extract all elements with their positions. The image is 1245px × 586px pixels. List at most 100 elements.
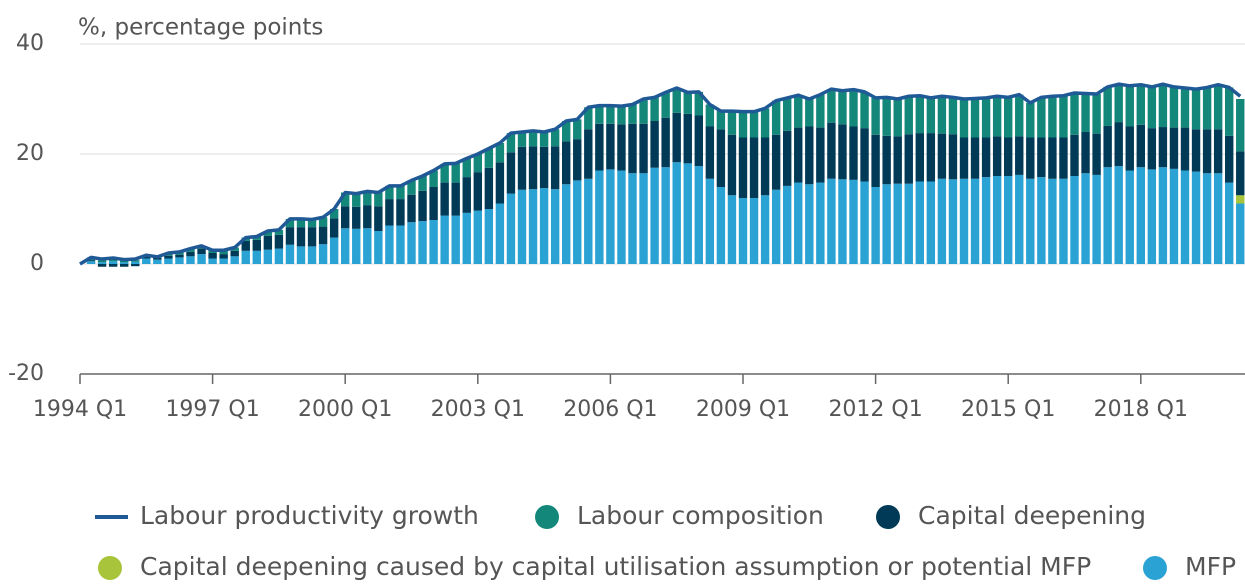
bar-segment <box>506 152 516 194</box>
bar-segment <box>738 137 748 198</box>
bar-segment <box>794 95 803 128</box>
bar-segment <box>296 218 306 228</box>
bar-segment <box>142 258 151 264</box>
bar-segment <box>429 187 438 220</box>
bar-segment <box>705 104 715 127</box>
bar-segment <box>418 190 427 222</box>
bar-segment <box>705 126 715 179</box>
bar-segment <box>274 234 284 249</box>
bar-segment <box>484 148 494 168</box>
legend-symbol <box>98 556 122 580</box>
bar-segment <box>131 264 140 267</box>
bar-segment <box>407 222 416 264</box>
bar-segment <box>683 113 692 164</box>
bar-segment <box>385 185 394 200</box>
bar-segment <box>860 91 869 129</box>
bar-segment <box>318 217 328 227</box>
bar-segment <box>208 253 217 259</box>
bar-segment <box>816 127 825 183</box>
bar-segment <box>1070 134 1079 176</box>
bar-segment <box>484 167 494 209</box>
bar-segment <box>517 132 527 147</box>
bar-segment <box>263 235 273 250</box>
bar-segment <box>208 258 217 264</box>
bar-segment <box>562 141 571 185</box>
bar-segment <box>473 210 482 264</box>
legend-label: Labour productivity growth <box>140 501 479 530</box>
bar-segment <box>429 170 438 187</box>
bar-segment <box>440 182 449 216</box>
bar-segment <box>849 89 858 127</box>
bar-segment <box>783 130 792 186</box>
bar-segment <box>1136 84 1145 125</box>
bar-segment <box>970 178 980 264</box>
bar-segment <box>639 99 648 124</box>
bar-segment <box>959 178 969 264</box>
bar-segment <box>263 231 273 236</box>
bar-segment <box>617 124 626 171</box>
x-tick-label: 1994 Q1 <box>33 397 127 422</box>
legend-label: Capital deepening caused by capital util… <box>140 552 1091 581</box>
bar-segment <box>285 227 295 245</box>
x-tick-label: 2003 Q1 <box>431 397 525 422</box>
bar-segment <box>904 183 913 264</box>
bar-segment <box>517 189 527 264</box>
bar-segment <box>628 104 637 124</box>
bar-segment <box>937 178 947 264</box>
bar-segment <box>374 231 383 264</box>
bar-segment <box>1147 169 1157 264</box>
bar-segment <box>805 126 814 185</box>
bar-segment <box>926 133 936 182</box>
bar-segment <box>860 181 869 264</box>
bar-segment <box>296 227 306 247</box>
bar-segment <box>893 136 902 184</box>
bar-segment <box>948 134 958 180</box>
bar-segment <box>694 91 703 116</box>
x-tick-label: 2018 Q1 <box>1094 397 1188 422</box>
bar-segment <box>451 182 460 216</box>
bar-segment <box>1048 96 1057 138</box>
bar-segment <box>451 215 460 264</box>
bar-segment <box>882 184 891 264</box>
bar-segment <box>120 262 129 264</box>
bar-segment <box>683 163 692 264</box>
bar-segment <box>495 162 505 204</box>
bar-segment <box>385 199 394 226</box>
bar-segment <box>838 124 847 180</box>
y-tick-label: -20 <box>8 361 44 386</box>
bar-segment <box>794 127 803 183</box>
bar-segment <box>418 221 427 264</box>
bar-segment <box>506 133 516 153</box>
bar-segment <box>241 240 250 251</box>
bar-segment <box>1015 174 1024 264</box>
bar-segment <box>1103 125 1112 168</box>
bar-segment <box>97 262 107 264</box>
bar-segment <box>352 193 361 207</box>
bar-segment <box>1026 102 1035 138</box>
bar-segment <box>153 259 162 264</box>
bar-segment <box>1180 170 1190 264</box>
y-tick-label: 40 <box>16 31 44 56</box>
bar-segment <box>904 96 913 135</box>
bar-segment <box>672 112 681 163</box>
bar-segment <box>760 195 770 264</box>
bar-segment <box>672 162 681 264</box>
bar-segment <box>904 134 913 184</box>
bar-segment <box>893 99 902 137</box>
bar-segment <box>650 97 659 121</box>
bar-segment <box>937 133 947 179</box>
bar-segment <box>1059 95 1068 138</box>
bar-segment <box>639 173 648 264</box>
bar-segment <box>197 248 206 255</box>
bar-segment <box>1147 128 1157 170</box>
bar-segment <box>948 97 958 135</box>
bar-segment <box>827 89 836 123</box>
bar-segment <box>175 257 184 264</box>
bar-segment <box>1180 127 1190 171</box>
bar-segment <box>164 258 173 264</box>
bar-segment <box>959 137 969 179</box>
bar-segment <box>219 258 228 264</box>
bar-segment <box>794 182 803 264</box>
bar-segment <box>274 229 284 235</box>
bar-segment <box>1169 168 1179 264</box>
